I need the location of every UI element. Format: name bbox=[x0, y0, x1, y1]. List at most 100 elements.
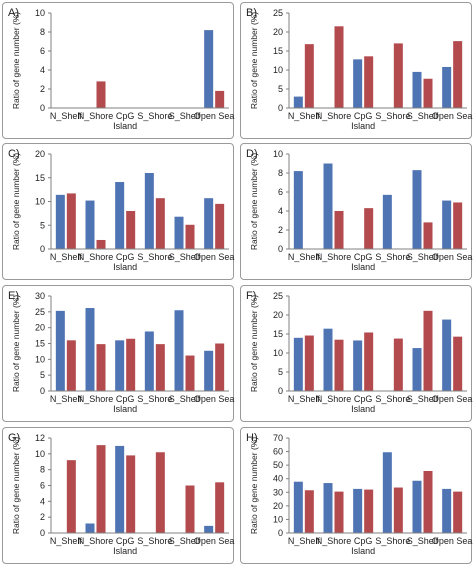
x-tick-label-line: N_Shore bbox=[78, 536, 114, 546]
x-tick-label: Open Sea bbox=[432, 536, 473, 546]
bar-series-2 bbox=[304, 490, 314, 533]
x-tick-label: S_Shore bbox=[375, 252, 410, 262]
x-tick-label: Open Sea bbox=[194, 394, 235, 404]
y-tick-label: 15 bbox=[273, 46, 283, 56]
x-tick-label: CpG Island bbox=[351, 536, 375, 556]
x-tick-label-line: CpG bbox=[116, 536, 135, 546]
y-tick-label: 0 bbox=[278, 528, 283, 538]
x-tick-label: S_Shelf bbox=[407, 536, 439, 546]
x-tick-label-line: N_Shore bbox=[316, 111, 352, 121]
x-tick-label: CpG Island bbox=[113, 394, 137, 414]
bar-series-2 bbox=[423, 470, 433, 533]
bar-series-1 bbox=[412, 170, 422, 249]
bar-series-1 bbox=[323, 483, 333, 533]
bar-series-1 bbox=[442, 66, 452, 108]
y-tick-label: 15 bbox=[273, 329, 283, 339]
bar-series-1 bbox=[115, 445, 125, 533]
x-tick-label: S_Shore bbox=[137, 111, 172, 121]
x-tick-label: S_Shelf bbox=[407, 252, 439, 262]
bar-series-1 bbox=[323, 163, 333, 249]
bar-series-2 bbox=[423, 222, 433, 249]
y-tick-label: 8 bbox=[278, 168, 283, 178]
y-tick-label: 2 bbox=[40, 84, 45, 94]
bar-series-1 bbox=[144, 173, 154, 249]
y-tick-label: 20 bbox=[273, 310, 283, 320]
bar-series-2 bbox=[96, 239, 106, 249]
x-tick-label-line: CpG bbox=[354, 111, 373, 121]
y-tick-label: 6 bbox=[40, 46, 45, 56]
x-tick-label: S_Shelf bbox=[169, 252, 201, 262]
y-tick-label: 10 bbox=[35, 449, 45, 459]
x-tick-label: N_Shelf bbox=[50, 394, 83, 404]
y-tick-label: 15 bbox=[35, 173, 45, 183]
y-tick-label: 10 bbox=[273, 149, 283, 159]
x-tick-label-line: N_Shelf bbox=[50, 111, 83, 121]
bar-series-1 bbox=[144, 331, 154, 391]
bar-series-1 bbox=[442, 319, 452, 391]
y-axis-title: Ratio of gene number (%) bbox=[249, 295, 259, 392]
bar-series-2 bbox=[393, 487, 403, 533]
bar-series-1 bbox=[412, 480, 422, 533]
x-tick-label: S_Shelf bbox=[169, 394, 201, 404]
panel-label: H) bbox=[246, 432, 258, 444]
y-tick-label: 50 bbox=[273, 460, 283, 470]
bar-series-1 bbox=[174, 216, 184, 249]
bar-series-1 bbox=[293, 337, 303, 391]
x-tick-label-line: Island bbox=[113, 262, 137, 272]
y-tick-label: 20 bbox=[273, 27, 283, 37]
bar-series-2 bbox=[453, 202, 463, 249]
x-tick-label: N_Shelf bbox=[288, 394, 321, 404]
y-tick-label: 60 bbox=[273, 447, 283, 457]
bar-series-2 bbox=[453, 491, 463, 533]
panel-label: C) bbox=[8, 148, 20, 160]
y-tick-label: 6 bbox=[278, 187, 283, 197]
x-tick-label: S_Shore bbox=[137, 536, 172, 546]
y-tick-label: 4 bbox=[278, 206, 283, 216]
bar-series-1 bbox=[85, 308, 95, 391]
y-tick-label: 25 bbox=[35, 307, 45, 317]
x-tick-label: Open Sea bbox=[432, 111, 473, 121]
bar-series-2 bbox=[393, 338, 403, 391]
x-tick-label: N_Shelf bbox=[288, 252, 321, 262]
y-axis-title: Ratio of gene number (%) bbox=[249, 153, 259, 250]
x-tick-label-line: Open Sea bbox=[432, 252, 473, 262]
panel-d: D) 0 2 4 6 8 10 Ratio of gene number (%) N_Shel… bbox=[240, 143, 472, 280]
y-tick-label: 0 bbox=[40, 528, 45, 538]
bar-series-2 bbox=[155, 198, 165, 249]
y-tick-label: 4 bbox=[40, 65, 45, 75]
x-tick-label: N_Shore bbox=[78, 394, 114, 404]
x-tick-label-line: Island bbox=[351, 121, 375, 131]
y-tick-label: 40 bbox=[273, 474, 283, 484]
y-tick-label: 10 bbox=[35, 8, 45, 18]
bar-series-2 bbox=[304, 335, 314, 391]
x-tick-label-line: S_Shore bbox=[375, 111, 410, 121]
x-tick-label-line: Island bbox=[113, 121, 137, 131]
x-tick-label-line: N_Shore bbox=[78, 252, 114, 262]
x-tick-label: N_Shore bbox=[78, 252, 114, 262]
y-tick-label: 12 bbox=[35, 433, 45, 443]
x-tick-label: S_Shore bbox=[375, 536, 410, 546]
bar-series-2 bbox=[96, 344, 106, 391]
bar-series-1 bbox=[412, 71, 422, 108]
x-tick-label: N_Shelf bbox=[50, 252, 83, 262]
y-tick-label: 30 bbox=[273, 487, 283, 497]
y-tick-label: 0 bbox=[278, 103, 283, 113]
bar-series-2 bbox=[215, 90, 225, 108]
x-tick-label-line: CpG bbox=[354, 536, 373, 546]
bar-series-1 bbox=[204, 525, 214, 533]
x-tick-label: CpG Island bbox=[113, 252, 137, 272]
x-tick-label-line: S_Shelf bbox=[407, 111, 439, 121]
y-tick-label: 2 bbox=[278, 225, 283, 235]
y-tick-label: 5 bbox=[278, 84, 283, 94]
bar-series-2 bbox=[364, 332, 374, 391]
y-tick-label: 10 bbox=[273, 514, 283, 524]
panel-label: F) bbox=[246, 290, 257, 302]
x-tick-label-line: N_Shelf bbox=[50, 536, 83, 546]
panel-e: E) 0 5 10 15 20 25 30 Ratio of gene number (%) N… bbox=[2, 285, 234, 422]
bar-series-2 bbox=[453, 41, 463, 109]
y-axis-title: Ratio of gene number (%) bbox=[11, 437, 21, 534]
bar-chart-e: 0 5 10 15 20 25 30 Ratio of gene number (%) N_Sh… bbox=[11, 291, 235, 414]
x-tick-label: CpG Island bbox=[351, 111, 375, 131]
x-tick-label: S_Shore bbox=[375, 111, 410, 121]
panel-h: H) 0 10 20 30 40 50 60 70 Ratio of gene number (… bbox=[240, 427, 472, 564]
